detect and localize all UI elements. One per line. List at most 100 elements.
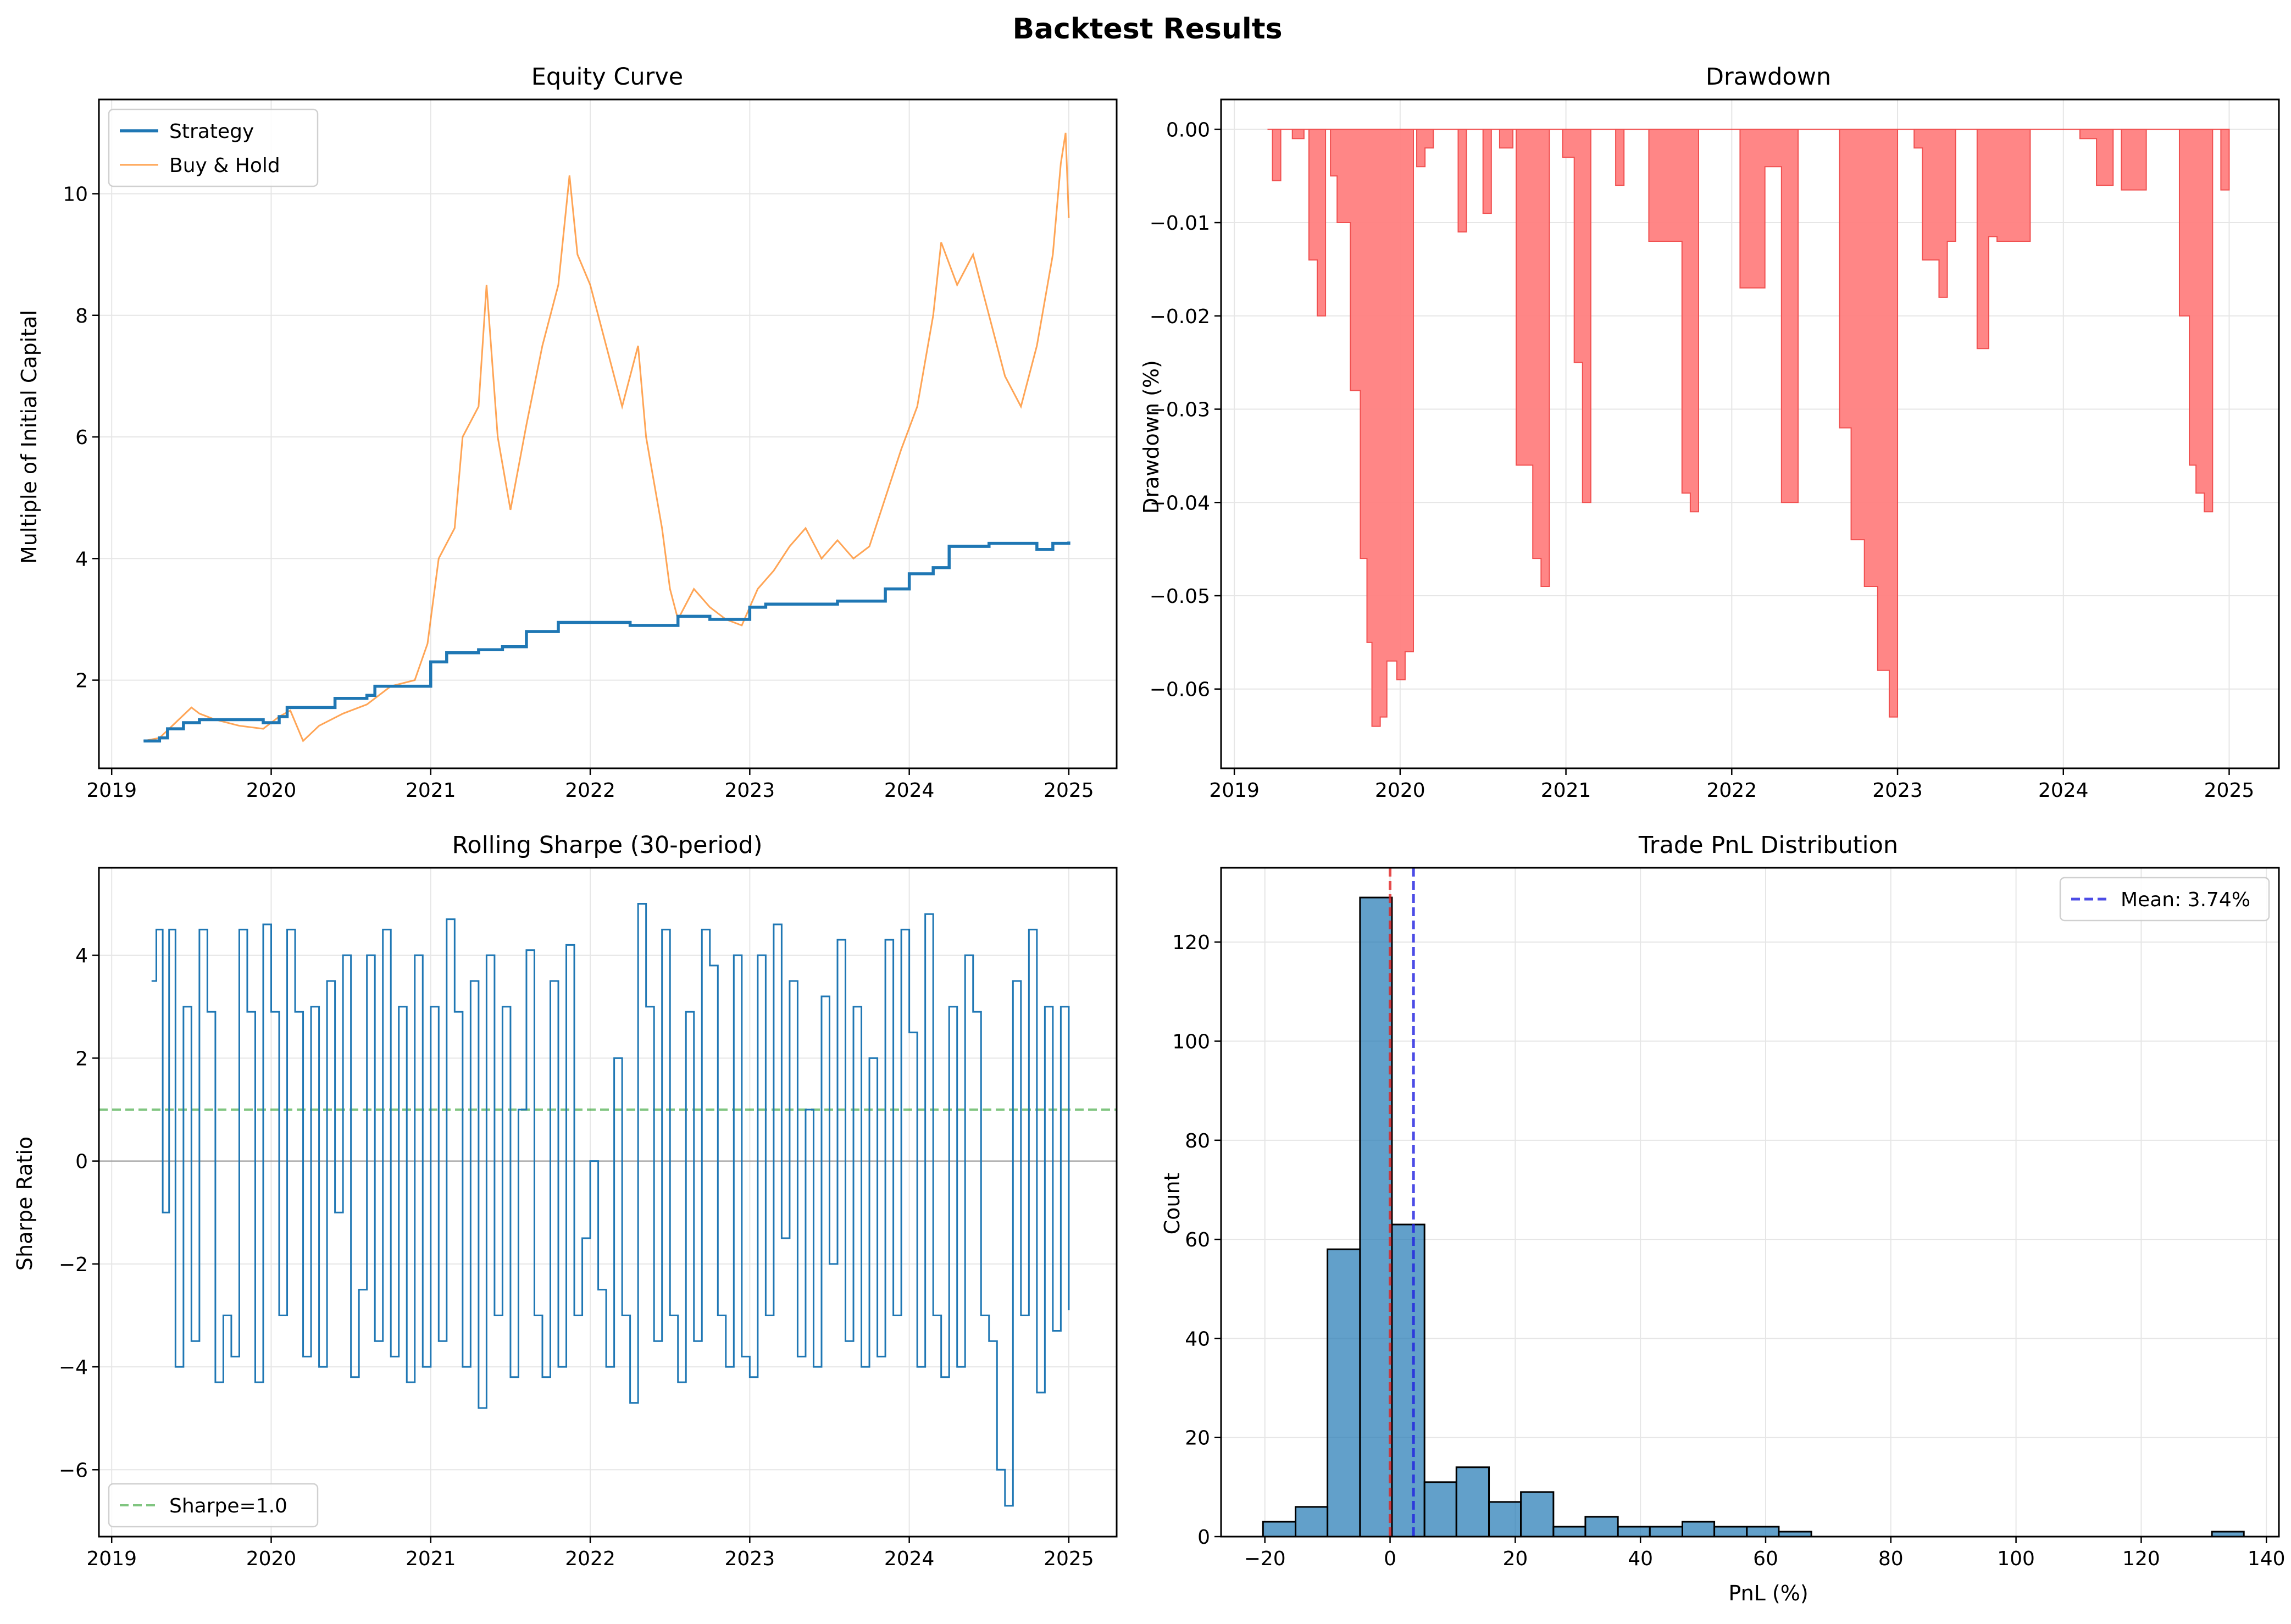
drawdown-axes-frame [1220,98,2280,769]
drawdown-title: Drawdown [1706,63,1831,91]
drawdown-ytick-label: 0.00 [1166,119,1210,141]
legend-label: Mean: 3.74% [2121,889,2250,911]
histogram-bar [1327,1248,1361,1538]
buy-hold-line [143,132,1070,742]
sharpe-xtick-label: 2022 [565,1548,615,1570]
equity-legend: Strategy Buy & Hold [108,108,319,187]
histogram-bar [1552,1526,1586,1538]
equity-xtick-label: 2019 [86,779,137,802]
histogram-bar [1617,1526,1651,1538]
histogram-bar [1295,1506,1329,1538]
pnl-xlabel: PnL (%) [1728,1581,1808,1605]
drawdown-ytick-label: −0.05 [1150,585,1210,608]
equity-ytick-label: 8 [75,305,88,328]
drawdown-ytick-label: −0.06 [1150,679,1210,701]
histogram-bar [1391,1223,1425,1538]
drawdown-panel: Drawdown Drawdown (%) 2019 2020 2021 2022 20… [1139,63,2280,802]
pnl-xtick-label: 80 [1878,1548,1904,1570]
drawdown-ytick-label: −0.02 [1150,306,1210,328]
pnl-xtick-label: 20 [1502,1548,1528,1570]
rolling-sharpe-line [151,903,1070,1507]
drawdown-xtick-label: 2023 [1872,779,1923,802]
pnl-legend: Mean: 3.74% [2059,877,2270,922]
drawdown-xtick-label: 2022 [1706,779,1757,802]
strategy-line [143,541,1070,742]
equity-axes-frame [98,98,1118,769]
pnl-distribution-panel: Trade PnL Distribution Count PnL (%) −20… [1160,832,2286,1605]
drawdown-xtick-label: 2025 [2204,779,2255,802]
histogram-bar [1359,896,1393,1538]
histogram-bar [1713,1526,1748,1538]
sharpe-legend: Sharpe=1.0 [108,1483,319,1528]
pnl-xtick-label: −20 [1244,1548,1286,1570]
sharpe-xtick-label: 2020 [246,1548,297,1570]
drawdown-xtick-label: 2019 [1209,779,1260,802]
sharpe-ytick-label: 0 [75,1151,88,1173]
histogram-bar [1681,1521,1716,1538]
pnl-ytick-label: 80 [1185,1130,1210,1152]
drawdown-ytick-label: −0.01 [1150,212,1210,235]
equity-xtick-label: 2021 [406,779,456,802]
sharpe-ytick-label: −2 [59,1254,88,1276]
pnl-xtick-label: 120 [2122,1548,2160,1570]
legend-box [108,108,319,187]
drawdown-xtick-label: 2024 [2038,779,2089,802]
equity-ytick-label: 6 [75,426,88,449]
rolling-sharpe-panel: Rolling Sharpe (30-period) Sharpe Ratio … [13,832,1118,1570]
sharpe-axes-frame [98,867,1118,1538]
figure-suptitle: Backtest Results [1012,13,1282,46]
pnl-ytick-label: 40 [1185,1328,1210,1350]
drawdown-ytick-label: −0.03 [1150,399,1210,422]
sharpe-xtick-label: 2023 [725,1548,775,1570]
sharpe-xtick-label: 2024 [884,1548,935,1570]
drawdown-ylabel: Drawdown (%) [1139,360,1163,514]
equity-ytick-label: 10 [63,183,88,206]
histogram-bar [1488,1501,1522,1538]
pnl-ytick-label: 20 [1185,1427,1210,1450]
drawdown-xtick-label: 2020 [1375,779,1425,802]
legend-label: Buy & Hold [169,154,280,177]
legend-label: Sharpe=1.0 [169,1495,287,1517]
pnl-xtick-label: 140 [2248,1548,2286,1570]
sharpe-ytick-label: 4 [75,945,88,967]
equity-xtick-label: 2024 [884,779,935,802]
sharpe-xtick-label: 2019 [86,1548,137,1570]
pnl-xtick-label: 40 [1628,1548,1653,1570]
pnl-ytick-label: 100 [1172,1031,1210,1054]
equity-xtick-label: 2025 [1044,779,1094,802]
pnl-xtick-label: 100 [1997,1548,2035,1570]
sharpe-title: Rolling Sharpe (30-period) [452,832,762,859]
equity-xtick-label: 2023 [725,779,775,802]
histogram-bar [1584,1516,1619,1538]
equity-curve-panel: Equity Curve Multiple of Initial Capital… [17,63,1118,802]
equity-ylabel: Multiple of Initial Capital [17,310,41,564]
sharpe-ylabel: Sharpe Ratio [13,1137,37,1271]
equity-ytick-label: 4 [75,548,88,570]
sharpe-xtick-label: 2021 [406,1548,456,1570]
pnl-xtick-label: 0 [1384,1548,1396,1570]
equity-xtick-label: 2022 [565,779,615,802]
drawdown-area [1267,129,2230,727]
pnl-axes-frame [1220,867,2280,1538]
pnl-ytick-label: 120 [1172,932,1210,954]
equity-xtick-label: 2020 [246,779,297,802]
equity-title: Equity Curve [531,63,684,91]
histogram-bar [1746,1526,1780,1538]
histogram-bar [1649,1526,1683,1538]
sharpe-ytick-label: −4 [59,1356,88,1379]
histogram-bar [1423,1481,1457,1538]
pnl-ytick-label: 0 [1197,1526,1210,1549]
pnl-title: Trade PnL Distribution [1638,832,1898,859]
pnl-xtick-label: 60 [1753,1548,1778,1570]
legend-box [108,1483,319,1528]
equity-ytick-label: 2 [75,670,88,692]
pnl-ytick-label: 60 [1185,1229,1210,1251]
histogram-bar [1455,1466,1490,1538]
pnl-ylabel: Count [1160,1173,1184,1235]
histogram-bar [1262,1521,1297,1538]
legend-label: Strategy [169,120,254,143]
sharpe-ytick-label: −6 [59,1459,88,1482]
legend-box [2059,877,2270,922]
drawdown-xtick-label: 2021 [1541,779,1591,802]
